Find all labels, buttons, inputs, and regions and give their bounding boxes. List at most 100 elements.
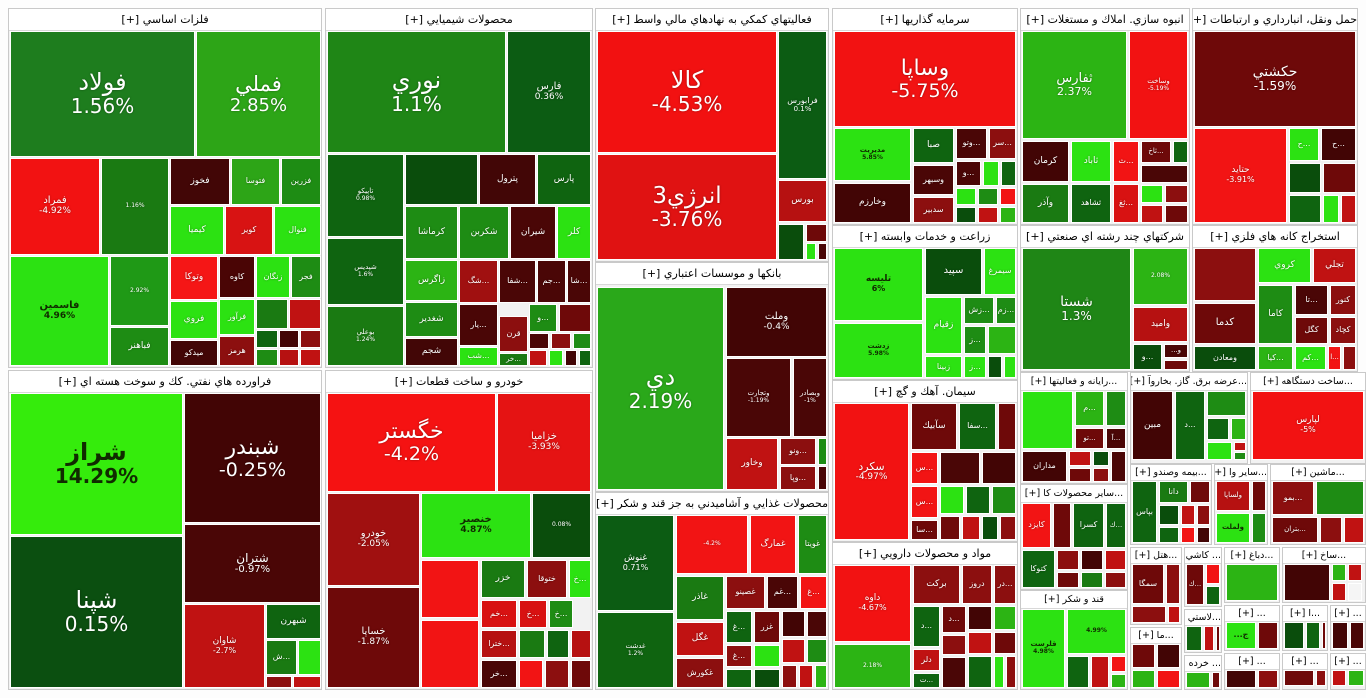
stock-tile-فنوال[interactable]: فنوال bbox=[274, 206, 321, 255]
stock-tile-...ك[interactable]: ...ك bbox=[1186, 564, 1204, 605]
sector-header-misc-2[interactable]: ... [+] bbox=[1225, 654, 1279, 670]
stock-tile[interactable] bbox=[966, 486, 990, 514]
stock-tile[interactable] bbox=[1206, 586, 1220, 605]
stock-tile-...ز[interactable]: ...ز bbox=[964, 326, 986, 354]
stock-tile-...خم[interactable]: ...خم bbox=[481, 600, 517, 628]
stock-tile-شتران[interactable]: شتران -0.97% bbox=[184, 524, 321, 603]
stock-tile[interactable] bbox=[1081, 572, 1103, 588]
stock-tile-وآذر[interactable]: وآذر bbox=[1022, 184, 1069, 223]
stock-tile-فملي[interactable]: فملي 2.85% bbox=[196, 31, 321, 157]
stock-tile[interactable]: 1.16% bbox=[101, 158, 169, 255]
stock-tile[interactable] bbox=[1159, 505, 1179, 525]
stock-tile[interactable] bbox=[942, 657, 966, 688]
stock-tile[interactable] bbox=[1194, 248, 1256, 301]
stock-tile[interactable] bbox=[968, 632, 992, 654]
stock-tile[interactable] bbox=[956, 207, 976, 223]
stock-tile[interactable] bbox=[1252, 513, 1266, 543]
stock-tile-غاذر[interactable]: غاذر bbox=[676, 576, 724, 620]
sector-header-banks[interactable]: بانكها و موسسات اعتباري [+] bbox=[596, 263, 828, 285]
stock-tile[interactable] bbox=[300, 349, 321, 366]
stock-tile[interactable] bbox=[1332, 622, 1348, 649]
stock-tile-ومعادن[interactable]: ومعادن bbox=[1194, 346, 1256, 370]
stock-tile-فجر[interactable]: فجر bbox=[291, 256, 321, 298]
stock-tile[interactable] bbox=[1000, 188, 1016, 205]
stock-tile-ولساپا[interactable]: ولساپا bbox=[1216, 481, 1250, 511]
stock-tile-...سا[interactable]: ...سا bbox=[911, 520, 938, 540]
stock-tile[interactable] bbox=[1258, 670, 1278, 688]
stock-tile[interactable] bbox=[1132, 606, 1166, 623]
stock-tile-شراز[interactable]: شراز 14.29% bbox=[10, 393, 183, 535]
stock-tile[interactable] bbox=[1348, 583, 1362, 601]
stock-tile[interactable] bbox=[293, 676, 321, 688]
stock-tile-دروز[interactable]: دروز bbox=[962, 565, 992, 604]
stock-tile[interactable] bbox=[940, 516, 960, 540]
stock-tile[interactable] bbox=[1000, 516, 1016, 540]
stock-tile[interactable] bbox=[807, 611, 827, 637]
stock-tile-كرماشا[interactable]: كرماشا bbox=[405, 206, 458, 259]
stock-tile-...ش[interactable]: ...ش bbox=[266, 640, 297, 675]
stock-tile[interactable] bbox=[1348, 670, 1364, 686]
stock-tile-...ح[interactable]: ...ح bbox=[1289, 128, 1319, 161]
stock-tile[interactable] bbox=[1226, 564, 1278, 601]
stock-tile[interactable] bbox=[256, 299, 288, 329]
stock-tile[interactable]: 0.08% bbox=[532, 493, 591, 558]
stock-tile-زنگان[interactable]: زنگان bbox=[256, 256, 290, 298]
stock-tile[interactable] bbox=[549, 350, 563, 366]
stock-tile-...غ[interactable]: ...غ bbox=[726, 611, 752, 643]
stock-tile[interactable] bbox=[1190, 481, 1210, 503]
stock-tile-واميد[interactable]: واميد bbox=[1133, 307, 1188, 342]
stock-tile-...خ[interactable]: ...خ bbox=[569, 560, 591, 598]
stock-tile-كاوه[interactable]: كاوه bbox=[219, 256, 255, 298]
stock-tile-وسبهر[interactable]: وسبهر bbox=[913, 165, 954, 195]
sector-header-basic-metals[interactable]: فلزات اساسي [+] bbox=[9, 9, 321, 31]
stock-tile[interactable] bbox=[1069, 468, 1091, 482]
stock-tile[interactable] bbox=[988, 326, 1016, 354]
stock-tile-...شگ[interactable]: ...شگ bbox=[459, 260, 498, 303]
stock-tile-...سر[interactable]: ...سر bbox=[989, 128, 1016, 159]
stock-tile-غكورش[interactable]: غكورش bbox=[676, 658, 724, 688]
stock-tile[interactable] bbox=[1057, 550, 1079, 570]
stock-tile-كچاد[interactable]: كچاد bbox=[1330, 317, 1356, 344]
stock-tile-خنصير[interactable]: خنصير 4.87% bbox=[421, 493, 531, 558]
stock-tile-...ثاخ[interactable]: ...ثاخ bbox=[1141, 141, 1171, 163]
stock-tile[interactable] bbox=[1166, 564, 1180, 604]
stock-tile[interactable] bbox=[1234, 452, 1246, 460]
stock-tile-ميدكو[interactable]: ميدكو bbox=[170, 340, 218, 366]
stock-tile[interactable] bbox=[992, 486, 1016, 514]
stock-tile[interactable] bbox=[994, 632, 1016, 654]
stock-tile[interactable] bbox=[1289, 195, 1321, 223]
stock-tile[interactable] bbox=[1344, 517, 1364, 543]
stock-tile-شكربن[interactable]: شكربن bbox=[459, 206, 509, 259]
stock-tile[interactable] bbox=[1132, 670, 1155, 688]
stock-tile[interactable] bbox=[1105, 550, 1126, 570]
sector-header-oil-products[interactable]: فراورده هاي نفتي. كك و سوخت هسته اي [+] bbox=[9, 371, 321, 393]
stock-tile-شجم[interactable]: شجم bbox=[405, 338, 458, 366]
stock-tile[interactable] bbox=[1207, 391, 1246, 416]
stock-tile-...زم[interactable]: ...زم bbox=[996, 297, 1016, 324]
stock-tile-...شب[interactable]: ...شب bbox=[459, 347, 498, 366]
stock-tile-...تا[interactable]: ...تا bbox=[1295, 285, 1328, 315]
stock-tile-...شا[interactable]: ...شا bbox=[567, 260, 591, 303]
stock-tile[interactable] bbox=[1181, 505, 1195, 525]
stock-tile-غنوش[interactable]: غنوش 0.71% bbox=[597, 515, 674, 611]
stock-tile-كروي[interactable]: كروي bbox=[1258, 248, 1311, 283]
stock-tile[interactable] bbox=[1258, 622, 1278, 649]
stock-tile-مداران[interactable]: مداران bbox=[1022, 451, 1067, 482]
stock-tile[interactable] bbox=[1132, 644, 1155, 668]
stock-tile-...خ[interactable]: ...خ bbox=[549, 600, 573, 628]
stock-tile-بوعلي[interactable]: بوعلي 1.24% bbox=[327, 306, 404, 366]
stock-tile-فارس[interactable]: فارس 0.36% bbox=[507, 31, 591, 153]
stock-tile[interactable] bbox=[818, 243, 827, 260]
sector-header-financial-aux[interactable]: فعاليتهاي كمكي به نهادهاي مالي واسط [+] bbox=[596, 9, 828, 31]
stock-tile[interactable] bbox=[1350, 622, 1364, 649]
stock-tile[interactable] bbox=[754, 669, 780, 688]
stock-tile[interactable] bbox=[1207, 442, 1232, 460]
stock-tile[interactable] bbox=[1181, 527, 1195, 543]
stock-tile-...د[interactable]: ...د bbox=[1175, 391, 1205, 460]
stock-tile-لپارس[interactable]: لپارس -5% bbox=[1252, 391, 1364, 460]
sector-header-investments[interactable]: سرمايه گذاريها [+] bbox=[833, 9, 1017, 31]
stock-tile[interactable] bbox=[782, 665, 797, 688]
stock-tile-فاسمين[interactable]: فاسمين 4.96% bbox=[10, 256, 109, 366]
stock-tile[interactable] bbox=[1332, 670, 1346, 686]
stock-tile-شستا[interactable]: شستا 1.3% bbox=[1022, 248, 1131, 370]
